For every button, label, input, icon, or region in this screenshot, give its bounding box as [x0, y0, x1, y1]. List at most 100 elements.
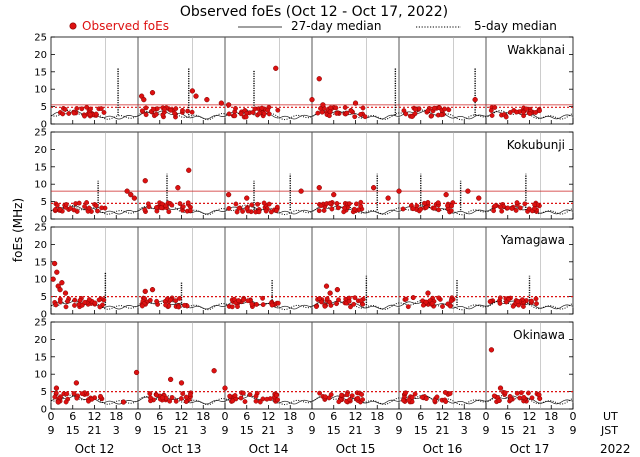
- observed-point: [448, 298, 454, 304]
- observed-point: [256, 209, 262, 215]
- observed-point: [141, 96, 147, 103]
- ut-tick-label: 12: [175, 410, 189, 423]
- observed-point: [313, 304, 319, 309]
- observed-point: [510, 303, 516, 309]
- day-label: Oct 12: [75, 442, 115, 456]
- observed-point: [347, 397, 353, 402]
- observed-point: [489, 113, 495, 118]
- observed-point: [353, 201, 359, 207]
- observed-point: [316, 208, 322, 214]
- jst-tick-label: 9: [135, 424, 142, 437]
- jst-tick-label: 3: [374, 424, 381, 437]
- y-tick-label: 25: [34, 128, 47, 139]
- observed-point: [360, 105, 366, 111]
- observed-point: [222, 385, 228, 391]
- y-tick-label: 5: [41, 292, 47, 303]
- observed-point: [309, 96, 315, 103]
- observed-point: [491, 393, 497, 399]
- observed-point: [442, 390, 448, 395]
- observed-point: [476, 195, 482, 201]
- observed-point: [180, 108, 185, 113]
- observed-point: [443, 191, 449, 198]
- observed-point: [517, 205, 523, 211]
- observed-point: [260, 302, 266, 307]
- observed-point: [180, 391, 186, 396]
- observed-point: [316, 185, 322, 191]
- observed-point: [183, 399, 189, 404]
- observed-point: [145, 201, 151, 207]
- observed-point: [86, 398, 91, 404]
- observed-point: [72, 297, 78, 303]
- observed-point: [133, 369, 140, 376]
- observed-point: [315, 110, 321, 116]
- observed-point: [178, 380, 185, 386]
- ut-tick-label: 12: [88, 410, 102, 423]
- observed-point: [440, 304, 445, 309]
- observed-point: [240, 297, 246, 303]
- y-tick-label: 0: [41, 120, 47, 131]
- observed-point: [151, 106, 156, 112]
- jst-tick-label: 9: [570, 424, 577, 437]
- observed-point: [327, 299, 332, 305]
- observed-point: [149, 90, 156, 96]
- observed-point: [370, 185, 377, 191]
- observed-point: [348, 304, 353, 310]
- observed-point: [186, 167, 192, 173]
- legend-5day-label: 5-day median: [474, 19, 557, 33]
- observed-point: [227, 393, 233, 399]
- observed-point: [269, 302, 275, 308]
- observed-point: [443, 399, 449, 404]
- observed-point: [344, 392, 350, 398]
- year-label: 2022: [600, 442, 631, 456]
- ut-tick-label: 0: [483, 410, 490, 423]
- observed-point: [147, 391, 153, 396]
- observed-point: [247, 392, 253, 397]
- y-tick-label: 20: [34, 50, 47, 61]
- observed-point: [348, 108, 354, 114]
- observed-point: [508, 396, 514, 402]
- observed-point: [342, 205, 347, 211]
- observed-point: [189, 88, 196, 94]
- observed-point: [355, 395, 361, 401]
- median-27-line: [50, 110, 574, 120]
- observed-point: [418, 206, 423, 212]
- observed-point: [263, 208, 269, 214]
- observed-point: [53, 390, 59, 396]
- observed-point: [431, 105, 437, 111]
- observed-point: [513, 207, 519, 213]
- observed-point: [53, 302, 59, 308]
- observed-point: [317, 296, 322, 301]
- observed-point: [233, 106, 238, 111]
- observed-point: [183, 394, 189, 400]
- observed-point: [425, 108, 431, 114]
- observed-point: [120, 399, 127, 405]
- observed-point: [245, 298, 251, 304]
- observed-point: [259, 105, 265, 111]
- observed-point: [175, 185, 181, 191]
- observed-point: [82, 299, 88, 305]
- observed-point: [396, 188, 402, 194]
- observed-point: [527, 111, 533, 117]
- observed-point: [448, 208, 454, 214]
- jst-tick-label: 9: [396, 424, 403, 437]
- observed-point: [257, 399, 263, 405]
- observed-point: [503, 299, 509, 305]
- y-tick-label: 15: [34, 162, 47, 173]
- observed-point: [537, 396, 543, 401]
- y-axis-label: foEs (MHz): [11, 198, 25, 262]
- observed-point: [432, 398, 438, 404]
- jst-tick-label: 3: [548, 424, 555, 437]
- observed-point: [96, 297, 102, 303]
- observed-point: [336, 399, 342, 405]
- observed-point: [166, 209, 172, 215]
- observed-point: [492, 203, 498, 209]
- y-tick-label: 20: [34, 145, 47, 156]
- y-tick-label: 0: [41, 405, 47, 416]
- y-tick-label: 20: [34, 335, 47, 346]
- observed-point: [154, 298, 160, 304]
- panel-wakkanai: 0 5 10 15 20 25 Wakkanai: [34, 33, 574, 131]
- observed-point: [423, 299, 429, 305]
- observed-point: [519, 390, 524, 396]
- observed-point: [55, 399, 61, 405]
- observed-point: [167, 376, 174, 383]
